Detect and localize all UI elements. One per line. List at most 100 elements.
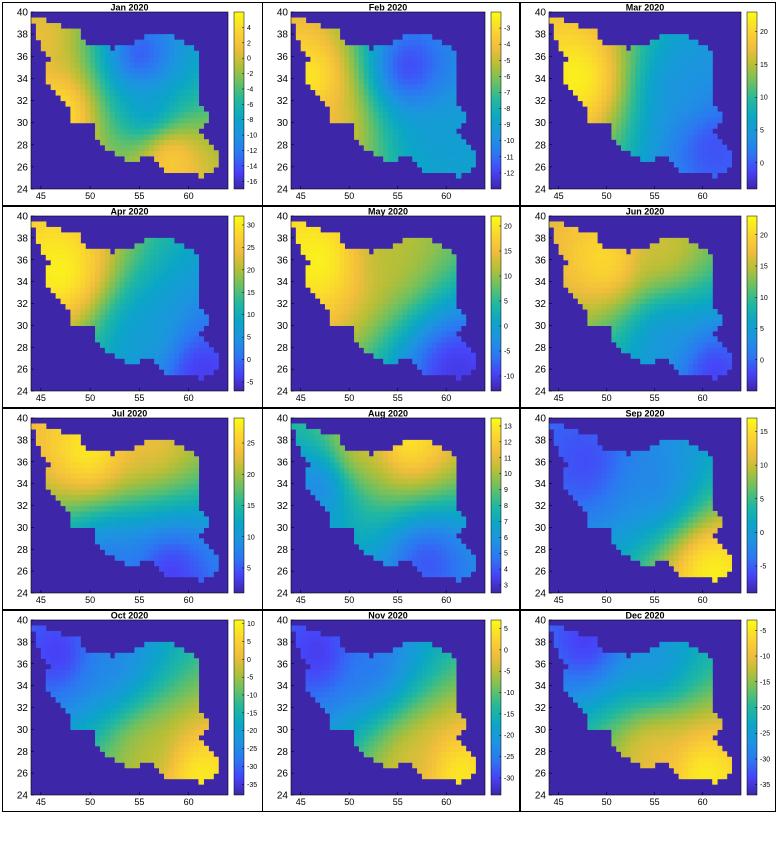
heatmap-cell [124, 117, 131, 124]
heatmap-cell [587, 276, 593, 283]
heatmap-cell [697, 358, 704, 365]
heatmap-cell [139, 50, 145, 57]
heatmap-cell [183, 571, 190, 578]
heatmap-cell [678, 150, 684, 157]
heatmap-cell [721, 358, 728, 365]
heatmap-cell [616, 325, 622, 332]
heatmap-cell [592, 319, 598, 326]
heatmap-cell [168, 489, 175, 496]
heatmap-cell [159, 505, 165, 512]
heatmap-cell [649, 259, 656, 266]
heatmap-cells [549, 221, 732, 381]
heatmap-cell [90, 94, 96, 102]
heatmap-cell [397, 150, 404, 157]
heatmap-cell [144, 128, 150, 135]
heatmap-cell [635, 336, 641, 343]
heatmap-cell [717, 319, 723, 326]
heatmap-cell [40, 221, 47, 228]
heatmap-cell [129, 358, 136, 365]
heatmap-cell [407, 319, 413, 326]
heatmap-cell [183, 303, 190, 310]
heatmap-cell [124, 467, 131, 474]
heatmap-cell [669, 259, 675, 266]
heatmap-cell [55, 494, 62, 501]
heatmap-cell [114, 133, 121, 140]
heatmap-cell [295, 221, 302, 228]
heatmap-cell [678, 287, 684, 294]
heatmap-cell [630, 150, 636, 157]
heatmap-cell [388, 94, 394, 102]
heatmap-cell [85, 467, 91, 474]
heatmap-cell [436, 50, 442, 57]
heatmap-cell [373, 67, 379, 74]
heatmap-cell [673, 281, 680, 288]
heatmap-cell [693, 117, 699, 124]
heatmap-cell [563, 237, 569, 244]
heatmap-cell [373, 94, 379, 102]
heatmap-cell [693, 336, 699, 343]
heatmap-cell [436, 56, 442, 63]
heatmap-cell [645, 78, 651, 85]
heatmap-cell [188, 89, 195, 96]
heatmap-cell [645, 358, 651, 365]
heatmap-cell [673, 243, 680, 250]
heatmap-cell [208, 150, 214, 157]
heatmap-cell [640, 50, 646, 57]
heatmap-cell [334, 461, 341, 468]
heatmap-cell [55, 56, 62, 63]
heatmap-cell [441, 67, 447, 74]
heatmap-cell [421, 100, 428, 107]
heatmap-cell [625, 314, 632, 321]
heatmap-cell [683, 243, 689, 250]
heatmap-cell [198, 325, 204, 332]
heatmap-cell [324, 467, 331, 474]
heatmap-cell [649, 122, 656, 129]
heatmap-cell [149, 117, 155, 124]
heatmap-cell [203, 166, 209, 174]
heatmap-cell [183, 319, 190, 326]
heatmap-cell [693, 254, 699, 261]
heatmap-cell [349, 94, 355, 102]
heatmap-cell [154, 543, 160, 550]
heatmap-cell [451, 276, 457, 283]
y-tick-label: 36 [535, 52, 547, 63]
heatmap-cell [683, 50, 689, 57]
heatmap-cell [134, 500, 140, 507]
heatmap-cell [324, 28, 331, 35]
heatmap-cell [339, 478, 345, 485]
heatmap-cell [173, 358, 180, 365]
heatmap-cell [149, 292, 155, 299]
y-tick-label: 32 [17, 501, 29, 512]
heatmap-cell [441, 336, 447, 343]
heatmap-cell [178, 281, 185, 288]
heatmap-cell [697, 352, 704, 359]
heatmap-cell [55, 478, 62, 485]
heatmap-cell [592, 83, 598, 91]
heatmap-cell [441, 111, 447, 118]
heatmap-cell [35, 221, 42, 228]
heatmap-cell [149, 538, 155, 545]
heatmap-cell [129, 254, 136, 261]
heatmap-cell [451, 347, 457, 354]
heatmap-cell [669, 276, 675, 283]
heatmap-cell [577, 276, 584, 283]
heatmap-cell [673, 155, 680, 162]
heatmap-cell [129, 292, 136, 299]
heatmap-cell [358, 521, 365, 528]
heatmap-cell [65, 50, 71, 57]
heatmap-cell [173, 450, 180, 457]
heatmap-cell [446, 72, 452, 79]
heatmap-cell [119, 336, 126, 343]
heatmap-cell [173, 243, 180, 250]
heatmap-cell [154, 445, 160, 452]
heatmap-cell [616, 100, 622, 107]
heatmap-cell [163, 303, 170, 310]
heatmap-cell [354, 67, 360, 74]
heatmap-cell [315, 445, 321, 452]
heatmap-cell [421, 363, 428, 370]
heatmap-cell [669, 341, 675, 348]
heatmap-cell [163, 155, 170, 162]
heatmap-cell [104, 122, 111, 129]
y-tick-label: 38 [535, 30, 547, 41]
